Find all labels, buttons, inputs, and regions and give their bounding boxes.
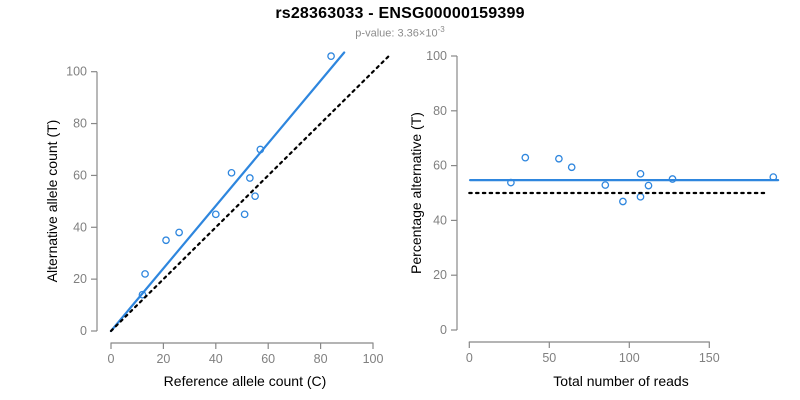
x-tick-label: 100 [363,352,384,366]
plot-title: rs28363033 - ENSG00000159399 [275,5,525,22]
regression-line [109,51,346,333]
y-axis-title: Alternative allele count (T) [44,120,60,283]
x-tick-label: 0 [466,351,473,365]
y-tick-label: 20 [433,268,447,282]
x-tick-label: 0 [108,352,115,366]
x-tick-label: 20 [156,352,170,366]
y-tick-label: 100 [66,65,87,79]
identity-line [109,55,390,333]
data-point [601,181,610,189]
data-point [644,181,653,190]
data-point [521,153,530,162]
y-tick-label: 40 [433,213,447,227]
y-tick-label: 80 [433,104,447,118]
x-tick-label: 50 [542,351,556,365]
data-point [211,210,220,219]
y-tick-label: 80 [73,117,87,131]
x-axis-title: Reference allele count (C) [164,373,327,389]
data-point [567,163,576,172]
p-value-text: p-value: 3.36×10 [355,27,438,40]
x-tick-label: 100 [619,351,640,365]
figure-header: rs28363033 - ENSG00000159399 p-value: 3.… [0,5,800,40]
y-tick-label: 60 [433,159,447,173]
x-tick-label: 40 [209,352,223,366]
data-point [175,228,183,237]
data-point [555,154,563,163]
data-point [636,192,645,201]
data-point [246,174,254,182]
y-tick-label: 100 [426,49,447,63]
x-tick-label: 80 [314,352,328,366]
data-point [251,192,259,201]
y-tick-label: 0 [80,324,87,338]
p-value-exponent: -3 [437,25,445,34]
p-value-subtitle: p-value: 3.36×10-3 [0,25,800,40]
data-point [227,168,236,177]
data-point [636,169,645,178]
allele-counts-plot: 0 20 40 60 80 100 0 20 40 60 80 100 Reference allele… [44,51,390,389]
data-point [138,290,147,299]
y-tick-label: 60 [73,168,87,182]
x-tick-label: 60 [261,352,275,366]
data-point [619,197,627,206]
y-axis-title: Percentage alternative (T) [408,112,424,274]
percentage-vs-reads-plot: 0 20 40 60 80 100 0 50 100 150 Total number of rea… [408,49,780,389]
data-point [240,210,249,219]
data-point [141,270,149,278]
data-point [327,52,335,60]
x-axis-title: Total number of reads [553,373,688,389]
x-tick-label: 150 [699,351,720,365]
data-point [162,236,170,245]
y-tick-label: 20 [73,272,87,286]
y-tick-label: 0 [440,323,447,337]
y-tick-label: 40 [73,220,87,234]
